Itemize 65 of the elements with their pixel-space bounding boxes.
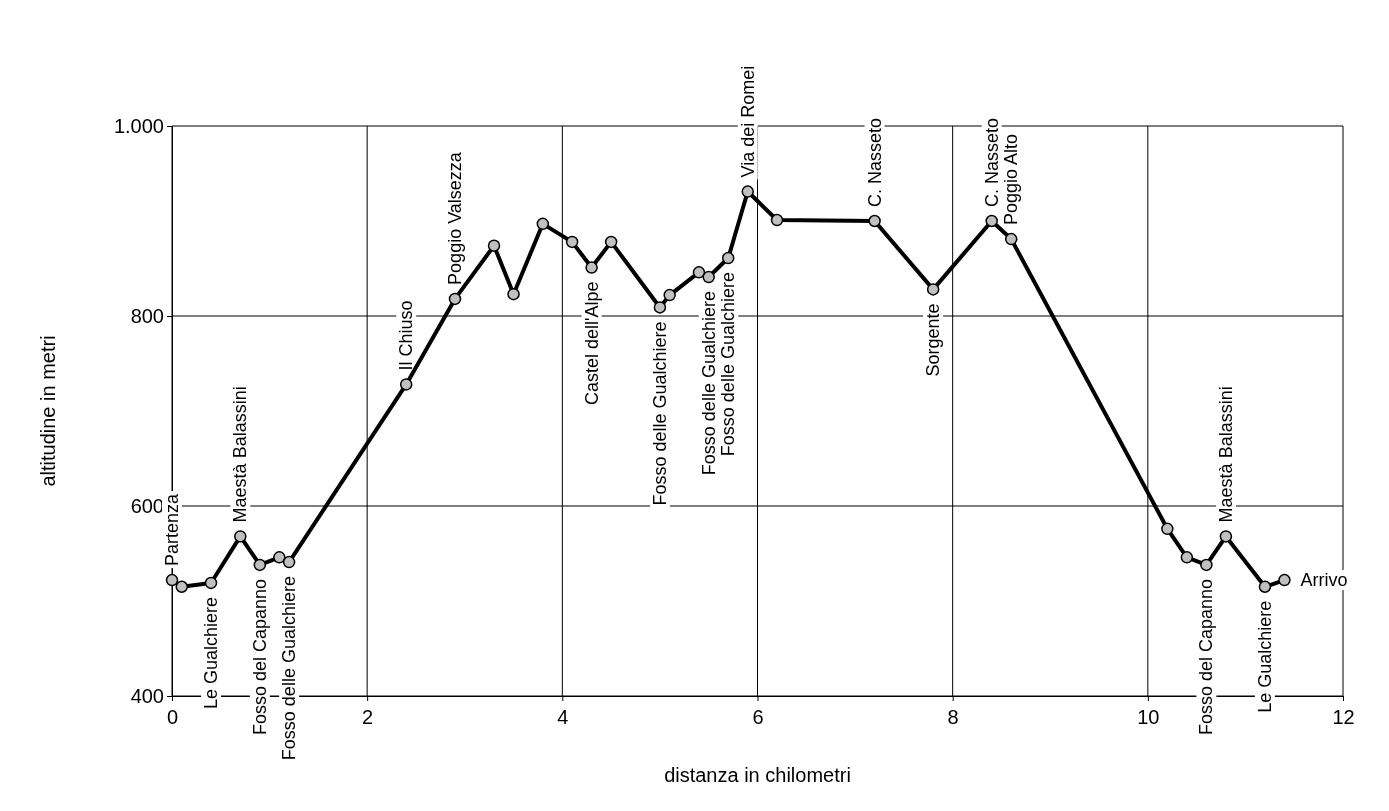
x-tick-label: 10 <box>1137 706 1160 728</box>
x-tick-label: 8 <box>947 706 959 728</box>
point <box>1258 580 1272 593</box>
point <box>399 378 413 391</box>
annotation: Via dei Romei <box>737 65 758 178</box>
annotation: Poggio Alto <box>1001 133 1022 226</box>
y-tick-label: 800 <box>130 304 164 327</box>
annotation: Arrivo <box>1300 570 1348 591</box>
x-tick-label: 0 <box>166 706 179 728</box>
annotation: Fosso delle Gualchiere <box>698 291 719 476</box>
annotation: Partenza <box>162 493 182 567</box>
point <box>585 261 598 274</box>
annotation: Il Chiuso <box>396 300 417 371</box>
annotation: Fosso del Capanno <box>249 578 270 736</box>
point <box>1200 558 1213 572</box>
point <box>868 214 881 228</box>
y-tick-label: 400 <box>130 684 164 707</box>
annotation: Fosso delle Gualchiere <box>279 576 300 761</box>
point <box>692 266 706 279</box>
point <box>1278 573 1291 587</box>
annotation: Le Gualchiere <box>201 596 222 710</box>
point <box>1004 232 1018 246</box>
point <box>175 580 189 593</box>
point <box>926 283 940 296</box>
y-tick-label: 1.000 <box>113 114 164 137</box>
annotation: Fosso delle Gualchiere <box>649 321 670 506</box>
point <box>1161 522 1174 536</box>
y-axis-title: altitudine in metri <box>37 335 59 487</box>
point <box>1219 530 1233 543</box>
x-tick-label: 4 <box>557 706 569 728</box>
point <box>663 288 676 302</box>
point <box>273 551 286 564</box>
x-tick-label: 6 <box>752 706 764 728</box>
annotation: Fosso delle Gualchiere <box>718 272 739 457</box>
x-tick-label: 2 <box>362 706 374 728</box>
point <box>653 301 667 314</box>
point <box>282 555 296 569</box>
annotation: Maestà Balassini <box>230 386 251 523</box>
point <box>204 576 218 590</box>
annotation: Le Gualchiere <box>1254 600 1275 713</box>
point <box>721 251 735 265</box>
point <box>770 213 784 227</box>
point <box>536 217 550 231</box>
annotation: Fosso del Capanno <box>1196 578 1217 736</box>
x-tick-label: 12 <box>1332 706 1355 728</box>
y-tick-label: 600 <box>130 494 164 517</box>
point <box>985 214 998 228</box>
point <box>234 530 247 543</box>
point <box>487 239 501 252</box>
x-axis-title: distanza in chilometri <box>664 764 851 786</box>
point <box>741 185 754 198</box>
point <box>165 573 179 587</box>
point <box>1180 551 1194 564</box>
annotation: C. Nasseto <box>981 117 1002 207</box>
annotation: Maestà Balassini <box>1215 386 1236 523</box>
point <box>448 292 462 306</box>
point <box>253 558 267 572</box>
point <box>604 235 618 249</box>
point <box>507 287 520 301</box>
annotation: Poggio Valsezza <box>444 151 465 285</box>
annotation: C. Nasseto <box>864 117 885 207</box>
annotation: Sorgente <box>923 303 944 377</box>
annotation: Castel dell'Alpe <box>581 281 602 406</box>
point <box>565 235 579 249</box>
point <box>702 270 715 284</box>
